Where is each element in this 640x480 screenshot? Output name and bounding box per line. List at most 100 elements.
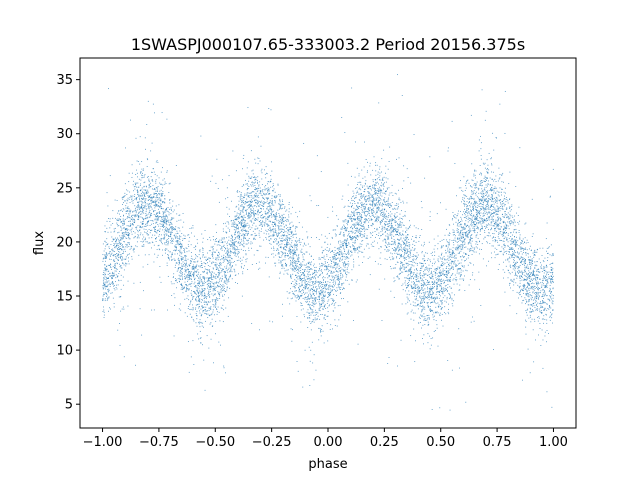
data-point xyxy=(135,184,137,186)
data-point xyxy=(473,173,475,175)
data-point xyxy=(224,270,226,272)
data-point xyxy=(481,188,483,190)
data-point xyxy=(347,215,349,217)
data-point xyxy=(294,243,296,245)
data-point xyxy=(193,275,195,277)
data-point xyxy=(146,241,148,243)
data-point xyxy=(207,310,208,312)
data-point xyxy=(457,219,459,221)
data-point xyxy=(139,163,141,165)
data-point xyxy=(199,326,201,328)
data-point xyxy=(182,277,183,279)
data-point xyxy=(345,228,347,230)
data-point xyxy=(427,306,429,308)
data-point xyxy=(183,264,184,266)
data-point xyxy=(367,212,369,214)
data-point xyxy=(141,161,143,163)
data-point xyxy=(481,208,483,210)
data-point xyxy=(266,208,268,210)
data-point xyxy=(109,254,111,256)
data-point xyxy=(368,215,370,217)
data-point xyxy=(225,277,227,279)
data-point xyxy=(419,272,421,274)
data-point xyxy=(382,211,384,213)
data-point xyxy=(171,259,173,261)
data-point xyxy=(138,186,140,188)
data-point xyxy=(348,243,350,245)
data-point xyxy=(235,264,237,266)
data-point xyxy=(428,269,430,271)
data-point xyxy=(208,289,210,291)
data-point xyxy=(235,240,237,242)
data-point xyxy=(157,217,159,219)
data-point xyxy=(274,202,276,204)
data-point xyxy=(378,288,380,290)
data-point xyxy=(491,163,493,165)
data-point xyxy=(342,269,344,271)
data-point xyxy=(482,189,484,191)
data-point xyxy=(376,193,378,195)
data-point xyxy=(369,185,371,187)
data-point xyxy=(510,278,512,280)
data-point xyxy=(119,323,120,324)
data-point xyxy=(467,264,469,266)
data-point xyxy=(519,291,520,293)
data-point xyxy=(278,242,280,244)
data-point xyxy=(402,271,404,273)
data-point xyxy=(509,208,511,209)
data-point xyxy=(300,265,302,267)
data-point xyxy=(468,254,469,256)
data-point xyxy=(377,208,379,210)
data-point xyxy=(206,281,208,282)
data-point xyxy=(388,226,389,228)
data-point xyxy=(376,199,378,201)
data-point xyxy=(398,225,400,227)
data-point xyxy=(119,254,121,256)
data-point xyxy=(513,257,515,258)
data-point xyxy=(198,321,200,323)
data-point xyxy=(118,240,120,242)
data-point xyxy=(405,266,407,268)
data-point xyxy=(420,311,422,313)
data-point xyxy=(473,218,475,220)
data-point xyxy=(529,268,531,270)
data-point xyxy=(375,198,377,200)
data-point xyxy=(255,178,257,180)
data-point xyxy=(322,295,324,297)
data-point xyxy=(485,209,487,211)
data-point xyxy=(535,279,537,281)
data-point xyxy=(491,196,493,198)
data-point xyxy=(512,223,514,225)
data-point xyxy=(384,238,386,240)
data-point xyxy=(171,217,173,219)
data-point xyxy=(274,238,275,240)
data-point xyxy=(494,211,496,213)
data-point xyxy=(239,236,240,237)
data-point xyxy=(409,249,411,251)
data-point xyxy=(399,199,401,201)
data-point xyxy=(236,249,238,251)
data-point xyxy=(194,266,196,268)
data-point xyxy=(519,280,521,282)
data-point xyxy=(138,229,140,231)
data-point xyxy=(220,344,221,346)
data-point xyxy=(286,242,288,244)
data-point xyxy=(468,284,470,286)
data-point xyxy=(161,238,163,239)
data-point xyxy=(244,220,246,222)
data-point xyxy=(455,266,457,267)
data-point xyxy=(322,279,324,281)
data-point xyxy=(348,217,350,219)
data-point xyxy=(108,264,110,266)
data-point xyxy=(379,223,381,225)
data-point xyxy=(373,204,375,205)
data-point xyxy=(380,221,382,223)
data-point xyxy=(239,205,241,207)
data-point xyxy=(287,243,289,245)
data-point xyxy=(354,236,355,238)
data-point xyxy=(365,211,367,212)
data-point xyxy=(176,220,178,222)
data-point xyxy=(204,230,206,231)
data-point xyxy=(382,215,383,217)
data-point xyxy=(469,238,471,240)
